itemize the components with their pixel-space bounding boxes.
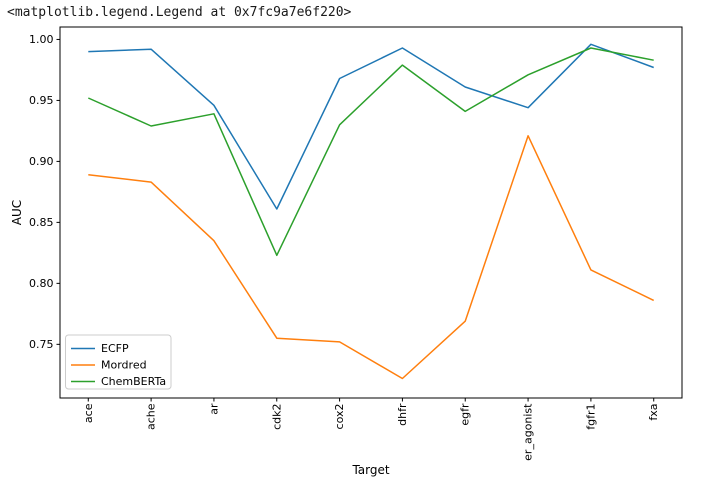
chart-legend: ECFP Mordred ChemBERTa xyxy=(65,334,172,390)
legend-label: Mordred xyxy=(101,359,147,372)
x-axis: ace ache ar cdk2 cox2 dhfr egfr er_agonist fgfr1… xyxy=(82,398,660,461)
x-tick-label: cdk2 xyxy=(270,404,283,430)
x-tick-label: ache xyxy=(145,403,158,430)
y-tick-label: 1.00 xyxy=(29,33,54,46)
legend-label: ChemBERTa xyxy=(101,375,166,388)
y-tick-label: 0.95 xyxy=(29,94,54,107)
x-tick-label: cox2 xyxy=(333,404,346,430)
y-axis-label: AUC xyxy=(10,200,24,225)
y-tick-label: 0.75 xyxy=(29,338,54,351)
y-axis: 0.75 0.80 0.85 0.90 0.95 1.00 xyxy=(29,33,60,351)
y-tick-label: 0.90 xyxy=(29,155,54,168)
x-tick-label: ace xyxy=(82,403,95,423)
series-line-ecfp xyxy=(88,43,654,210)
plot-area-frame xyxy=(59,26,683,399)
x-tick-label: dhfr xyxy=(396,403,409,426)
legend-entry-chemberta: ChemBERTa xyxy=(71,375,166,388)
x-axis-label: Target xyxy=(351,463,389,477)
legend-repr-text: <matplotlib.legend.Legend at 0x7fc9a7e6f… xyxy=(7,5,352,20)
series-line-mordred xyxy=(88,135,655,380)
y-tick-label: 0.85 xyxy=(29,216,54,229)
series-line-chemberta xyxy=(87,47,654,257)
legend-entry-ecfp: ECFP xyxy=(71,342,129,355)
legend-label: ECFP xyxy=(101,342,129,355)
legend-entry-mordred: Mordred xyxy=(71,359,147,372)
y-tick-label: 0.80 xyxy=(29,277,54,290)
x-tick-label: fgfr1 xyxy=(584,404,597,430)
x-tick-label: fxa xyxy=(647,404,660,421)
x-tick-label: ar xyxy=(207,403,220,415)
x-tick-label: egfr xyxy=(459,403,472,426)
x-tick-label: er_agonist xyxy=(522,403,535,461)
